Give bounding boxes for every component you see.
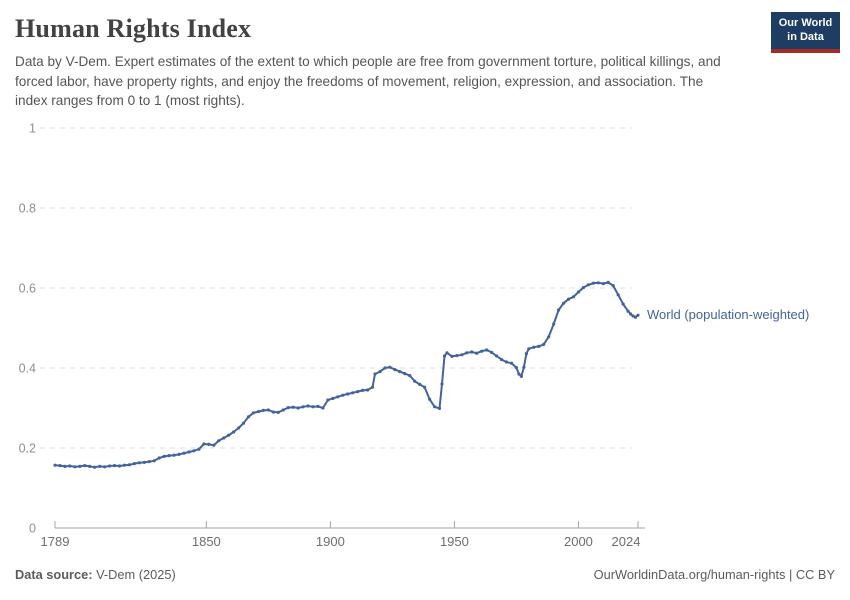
svg-text:0: 0: [29, 522, 36, 536]
credit-license: | CC BY: [785, 567, 835, 582]
svg-text:0.6: 0.6: [19, 282, 36, 296]
series-legend-label[interactable]: World (population-weighted): [647, 307, 810, 323]
world-line-markers: [53, 280, 640, 469]
chart-footer: Data source: V-Dem (2025) OurWorldinData…: [15, 567, 835, 582]
y-gridlines: [40, 127, 632, 449]
x-tick-labels: 1789 1850 1900 1950 2000 2024: [41, 534, 641, 549]
credit-note: OurWorldinData.org/human-rights | CC BY: [594, 567, 835, 582]
owid-logo[interactable]: Our World in Data: [771, 12, 840, 53]
page-title: Human Rights Index: [15, 14, 252, 43]
svg-text:0.4: 0.4: [19, 362, 36, 376]
svg-text:1850: 1850: [192, 534, 221, 549]
svg-text:2024: 2024: [612, 534, 641, 549]
data-source-value: V-Dem (2025): [92, 567, 176, 582]
svg-text:1789: 1789: [41, 534, 70, 549]
svg-text:1: 1: [29, 122, 36, 136]
y-tick-labels: 0 0.2 0.4 0.6 0.8 1: [19, 122, 36, 536]
data-source-label: Data source:: [15, 567, 93, 582]
owid-logo-line1: Our World: [778, 16, 833, 29]
world-line[interactable]: [54, 281, 639, 469]
chart-subtitle: Data by V-Dem. Expert estimates of the e…: [15, 54, 721, 109]
svg-text:0.8: 0.8: [19, 202, 36, 216]
owid-logo-line2: in Data: [787, 30, 824, 43]
svg-text:2000: 2000: [564, 534, 593, 549]
data-source-note: Data source: V-Dem (2025): [15, 567, 176, 582]
svg-text:1900: 1900: [316, 534, 345, 549]
x-axis: [54, 521, 645, 529]
credit-link[interactable]: OurWorldinData.org/human-rights: [593, 567, 786, 582]
svg-text:1950: 1950: [440, 534, 469, 549]
svg-text:0.2: 0.2: [19, 442, 36, 456]
